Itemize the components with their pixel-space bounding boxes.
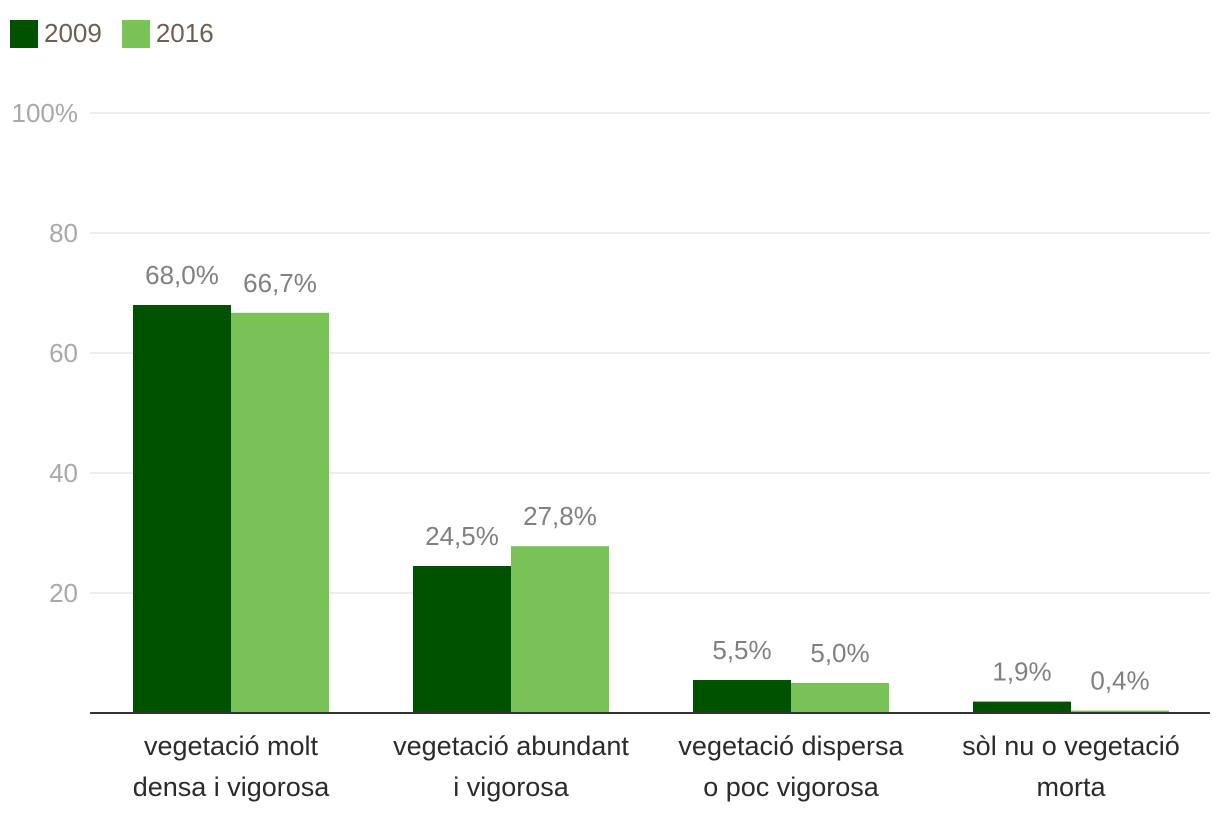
data-label-2009-1: 24,5% <box>425 521 499 551</box>
data-label-2009-3: 1,9% <box>992 657 1051 687</box>
y-tick-label-20: 20 <box>49 578 78 608</box>
legend-item-2016[interactable]: 2016 <box>121 18 214 49</box>
data-label-2009-0: 68,0% <box>145 260 219 290</box>
data-label-2009-2: 5,5% <box>712 635 771 665</box>
bar-2016-1 <box>511 546 609 713</box>
bar-2016-3 <box>1071 710 1169 713</box>
category-label-2-1: o poc vigorosa <box>703 772 880 802</box>
data-label-2016-2: 5,0% <box>810 638 869 668</box>
legend-swatch-2009 <box>10 19 38 48</box>
legend: 2009 2016 <box>10 18 234 49</box>
y-tick-label-40: 40 <box>49 458 78 488</box>
bar-2016-2 <box>791 683 889 713</box>
category-label-0-1: densa i vigorosa <box>133 772 331 802</box>
bar-2009-0 <box>133 305 231 713</box>
bar-2016-0 <box>231 312 329 713</box>
legend-item-2009[interactable]: 2009 <box>10 18 102 49</box>
category-label-3-0: sòl nu o vegetació <box>962 731 1180 761</box>
category-label-1-0: vegetació abundant <box>393 731 629 761</box>
category-label-1-1: i vigorosa <box>453 772 570 802</box>
legend-label-2009: 2009 <box>44 18 102 48</box>
bar-2009-3 <box>973 701 1071 713</box>
y-tick-label-60: 60 <box>49 338 78 368</box>
legend-label-2016: 2016 <box>155 18 214 48</box>
y-tick-label-80: 80 <box>49 218 78 248</box>
category-label-0-0: vegetació molt <box>144 731 319 761</box>
category-label-3-1: morta <box>1036 772 1106 802</box>
bar-2009-2 <box>693 680 791 713</box>
category-label-2-0: vegetació dispersa <box>678 731 904 761</box>
bar-2009-1 <box>413 566 511 713</box>
y-tick-label-100: 100% <box>12 98 79 128</box>
data-label-2016-0: 66,7% <box>243 268 317 298</box>
data-label-2016-3: 0,4% <box>1090 666 1149 696</box>
data-label-2016-1: 27,8% <box>523 501 597 531</box>
legend-swatch-2016 <box>121 19 150 48</box>
